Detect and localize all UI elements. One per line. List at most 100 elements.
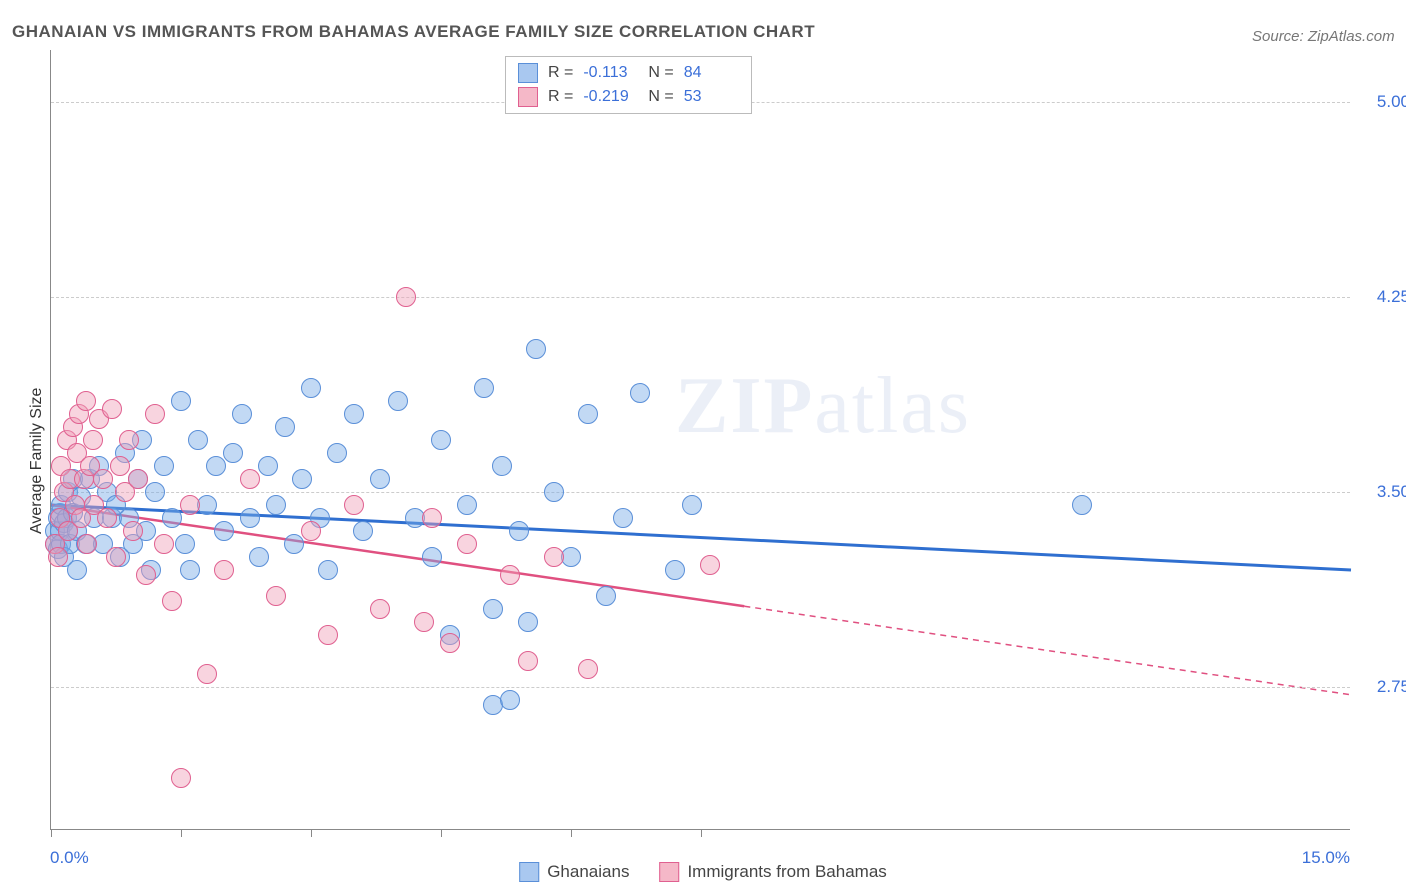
stats-legend: R = -0.113 N = 84 R =-0.219N =53	[505, 56, 752, 114]
data-point	[344, 495, 364, 515]
data-point	[171, 391, 191, 411]
data-point	[327, 443, 347, 463]
x-tick	[441, 829, 442, 837]
data-point	[48, 547, 68, 567]
x-tick	[181, 829, 182, 837]
data-point	[474, 378, 494, 398]
legend-label: Immigrants from Bahamas	[687, 862, 886, 882]
data-point	[197, 664, 217, 684]
data-point	[77, 534, 97, 554]
stats-legend-row: R =-0.219N =53	[518, 85, 739, 109]
data-point	[128, 469, 148, 489]
data-point	[171, 768, 191, 788]
chart-title: GHANAIAN VS IMMIGRANTS FROM BAHAMAS AVER…	[12, 22, 815, 42]
data-point	[76, 391, 96, 411]
data-point	[123, 521, 143, 541]
n-value: 84	[684, 64, 739, 82]
data-point	[526, 339, 546, 359]
legend-swatch	[518, 63, 538, 83]
r-label: R =	[548, 88, 573, 106]
data-point	[145, 482, 165, 502]
data-point	[154, 456, 174, 476]
data-point	[162, 508, 182, 528]
r-value: -0.113	[583, 64, 638, 82]
x-axis-max-label: 15.0%	[1302, 848, 1350, 868]
data-point	[370, 599, 390, 619]
legend-swatch	[659, 862, 679, 882]
data-point	[145, 404, 165, 424]
data-point	[561, 547, 581, 567]
legend-label: Ghanaians	[547, 862, 629, 882]
data-point	[154, 534, 174, 554]
data-point	[344, 404, 364, 424]
data-point	[414, 612, 434, 632]
y-tick-label: 5.00	[1360, 92, 1406, 112]
data-point	[518, 612, 538, 632]
data-point	[578, 404, 598, 424]
x-tick	[701, 829, 702, 837]
r-label: R =	[548, 64, 573, 82]
legend-item: Ghanaians	[519, 862, 629, 882]
data-point	[518, 651, 538, 671]
data-point	[301, 378, 321, 398]
data-point	[630, 383, 650, 403]
data-point	[119, 430, 139, 450]
data-point	[275, 417, 295, 437]
stats-legend-row: R = -0.113 N = 84	[518, 61, 739, 85]
data-point	[422, 547, 442, 567]
y-tick-label: 2.75	[1360, 677, 1406, 697]
data-point	[483, 599, 503, 619]
x-tick	[51, 829, 52, 837]
gridline	[51, 297, 1350, 298]
data-point	[492, 456, 512, 476]
source-label: Source: ZipAtlas.com	[1252, 28, 1395, 45]
data-point	[67, 560, 87, 580]
plot-area: ZIPatlas	[50, 50, 1350, 830]
data-point	[214, 560, 234, 580]
data-point	[284, 534, 304, 554]
chart-container: GHANAIAN VS IMMIGRANTS FROM BAHAMAS AVER…	[0, 0, 1406, 892]
gridline	[51, 687, 1350, 688]
data-point	[544, 482, 564, 502]
n-label: N =	[648, 64, 673, 82]
data-point	[240, 508, 260, 528]
data-point	[197, 495, 217, 515]
data-point	[162, 591, 182, 611]
gridline	[51, 492, 1350, 493]
data-point	[206, 456, 226, 476]
data-point	[97, 508, 117, 528]
y-tick-label: 3.50	[1360, 482, 1406, 502]
data-point	[388, 391, 408, 411]
series-legend: Ghanaians Immigrants from Bahamas	[519, 862, 887, 882]
data-point	[613, 508, 633, 528]
x-tick	[311, 829, 312, 837]
y-axis-title: Average Family Size	[28, 387, 46, 533]
data-point	[175, 534, 195, 554]
legend-swatch	[518, 87, 538, 107]
data-point	[102, 399, 122, 419]
data-point	[422, 508, 442, 528]
data-point	[682, 495, 702, 515]
trend-lines	[51, 50, 1351, 830]
data-point	[353, 521, 373, 541]
data-point	[83, 430, 103, 450]
data-point	[700, 555, 720, 575]
data-point	[500, 690, 520, 710]
legend-item: Immigrants from Bahamas	[659, 862, 886, 882]
data-point	[258, 456, 278, 476]
data-point	[110, 456, 130, 476]
data-point	[240, 469, 260, 489]
data-point	[214, 521, 234, 541]
data-point	[665, 560, 685, 580]
data-point	[370, 469, 390, 489]
data-point	[188, 430, 208, 450]
data-point	[266, 495, 286, 515]
data-point	[509, 521, 529, 541]
x-tick	[571, 829, 572, 837]
legend-swatch	[519, 862, 539, 882]
data-point	[292, 469, 312, 489]
data-point	[431, 430, 451, 450]
data-point	[1072, 495, 1092, 515]
data-point	[318, 560, 338, 580]
data-point	[457, 495, 477, 515]
